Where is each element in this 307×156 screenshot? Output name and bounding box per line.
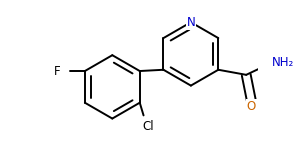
Text: NH₂: NH₂	[272, 56, 294, 69]
Text: N: N	[187, 16, 195, 29]
Text: Cl: Cl	[143, 120, 154, 133]
Text: F: F	[54, 65, 60, 78]
Text: O: O	[247, 100, 256, 113]
